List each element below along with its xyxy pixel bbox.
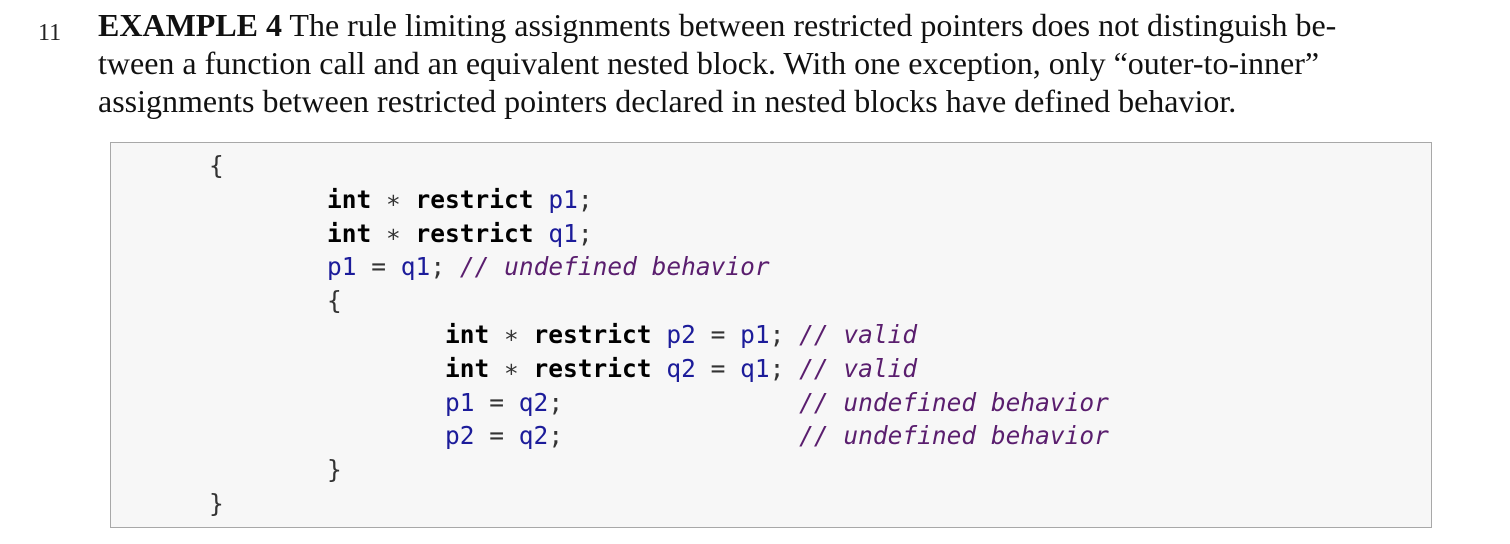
code-punctuation: ; (548, 421, 800, 451)
code-keyword: restrict (415, 218, 534, 248)
code-punctuation: ∗ (371, 218, 416, 248)
code-punctuation: { (209, 151, 224, 180)
code-punctuation: ; (769, 319, 800, 349)
code-punctuation: = (356, 252, 401, 282)
code-identifier: q1 (548, 218, 578, 248)
code-identifier: q1 (400, 252, 431, 282)
code-line: p1 = q1; // undefined behavior (209, 250, 1109, 284)
code-indent (209, 388, 445, 417)
code-indent (209, 421, 445, 450)
paragraph-line-3: assignments between restricted pointers … (98, 83, 1237, 119)
code-identifier: q1 (740, 353, 770, 383)
code-punctuation (652, 354, 667, 383)
paragraph-text-1: The rule limiting assignments between re… (282, 7, 1337, 43)
code-keyword: restrict (533, 319, 652, 349)
code-keyword: restrict (415, 184, 534, 214)
code-keyword: restrict (533, 353, 652, 383)
code-line: { (209, 149, 1109, 183)
code-line: int ∗ restrict q2 = q1; // valid (209, 352, 1109, 386)
code-indent (209, 455, 327, 484)
code-keyword: int (445, 353, 490, 383)
code-identifier: p2 (666, 319, 696, 349)
code-punctuation: = (695, 319, 741, 349)
code-line: p1 = q2; // undefined behavior (209, 386, 1109, 420)
code-identifier: p2 (445, 421, 475, 451)
code-punctuation (534, 185, 549, 214)
code-listing: { int ∗ restrict p1; int ∗ restrict q1; … (110, 142, 1432, 528)
code-punctuation: ; (769, 353, 800, 383)
code-punctuation: ; (548, 387, 800, 417)
code-punctuation: ∗ (489, 319, 534, 349)
code-identifier: q2 (666, 353, 696, 383)
code-keyword: int (327, 184, 372, 214)
code-punctuation: } (327, 455, 342, 485)
code-punctuation: ∗ (489, 353, 534, 383)
code-comment: // undefined behavior (799, 421, 1109, 451)
code-comment: // undefined behavior (799, 387, 1109, 417)
code-punctuation: = (695, 353, 741, 383)
code-punctuation: ; (430, 252, 460, 282)
code-punctuation: { (327, 286, 342, 316)
code-identifier: q2 (518, 387, 549, 417)
code-identifier: p1 (740, 319, 770, 349)
code-identifier: q2 (518, 421, 549, 451)
paragraph-number: 11 (38, 20, 62, 46)
code-line: int ∗ restrict p1; (209, 183, 1109, 217)
code-indent (209, 219, 327, 248)
code-indent (209, 286, 327, 315)
code-line: p2 = q2; // undefined behavior (209, 419, 1109, 453)
code-punctuation: ∗ (371, 184, 416, 214)
example-paragraph: EXAMPLE 4 The rule limiting assignments … (98, 6, 1438, 120)
code-indent (209, 252, 327, 281)
code-line: int ∗ restrict p2 = p1; // valid (209, 318, 1109, 352)
code-punctuation (534, 219, 549, 248)
code-keyword: int (327, 218, 372, 248)
code-comment: // valid (799, 319, 918, 349)
example-label: EXAMPLE 4 (98, 7, 282, 43)
code-indent (209, 320, 445, 349)
code-indent (209, 354, 445, 383)
code-comment: // undefined behavior (459, 252, 770, 282)
code-line: } (209, 487, 1109, 521)
code-keyword: int (445, 319, 490, 349)
code-punctuation: ; (577, 218, 593, 248)
code-punctuation: ; (577, 184, 593, 214)
code-punctuation: } (209, 488, 224, 518)
code-punctuation: = (474, 387, 519, 417)
code-line: int ∗ restrict q1; (209, 217, 1109, 251)
code-line: } (209, 453, 1109, 487)
code-indent (209, 185, 327, 214)
code-identifier: p1 (548, 184, 578, 214)
code-punctuation (652, 320, 667, 349)
code-line: { (209, 284, 1109, 318)
paragraph-line-1: EXAMPLE 4 The rule limiting assignments … (98, 6, 1438, 44)
code-punctuation: = (474, 421, 519, 451)
code-comment: // valid (799, 353, 918, 383)
code-identifier: p1 (327, 252, 357, 282)
code-block: { int ∗ restrict p1; int ∗ restrict q1; … (209, 149, 1109, 521)
paragraph-line-2: tween a function call and an equivalent … (98, 45, 1320, 81)
code-identifier: p1 (445, 387, 475, 417)
